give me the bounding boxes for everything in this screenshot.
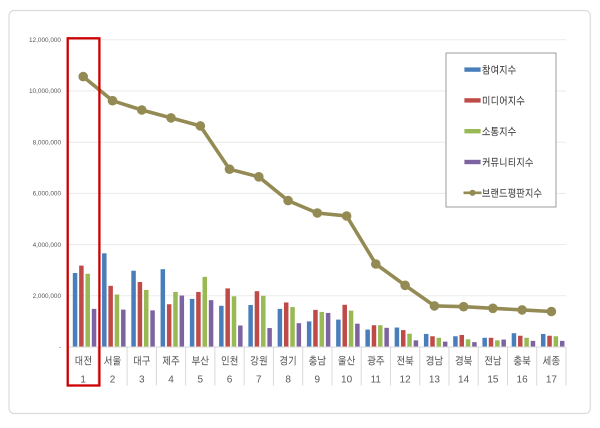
svg-text:9: 9 <box>315 375 321 386</box>
svg-text:6,000,000: 6,000,000 <box>33 191 62 198</box>
svg-text:6: 6 <box>227 375 233 386</box>
svg-text:-: - <box>59 344 61 351</box>
svg-text:12,000,000: 12,000,000 <box>29 37 61 44</box>
svg-text:2,000,000: 2,000,000 <box>33 293 62 300</box>
svg-text:5: 5 <box>198 375 204 386</box>
svg-text:14: 14 <box>458 375 470 386</box>
svg-text:4,000,000: 4,000,000 <box>33 242 62 249</box>
svg-text:17: 17 <box>546 375 558 386</box>
svg-text:8: 8 <box>285 375 291 386</box>
svg-text:1: 1 <box>80 375 86 386</box>
svg-text:13: 13 <box>429 375 441 386</box>
svg-text:10,000,000: 10,000,000 <box>29 88 61 95</box>
svg-text:10: 10 <box>341 375 353 386</box>
svg-text:2: 2 <box>110 375 116 386</box>
svg-text:8,000,000: 8,000,000 <box>33 139 62 146</box>
svg-text:12: 12 <box>400 375 412 386</box>
svg-text:4: 4 <box>168 375 174 386</box>
svg-text:15: 15 <box>487 375 499 386</box>
svg-text:3: 3 <box>139 375 145 386</box>
svg-text:11: 11 <box>371 375 382 386</box>
svg-text:16: 16 <box>517 375 529 386</box>
svg-text:7: 7 <box>256 375 262 386</box>
